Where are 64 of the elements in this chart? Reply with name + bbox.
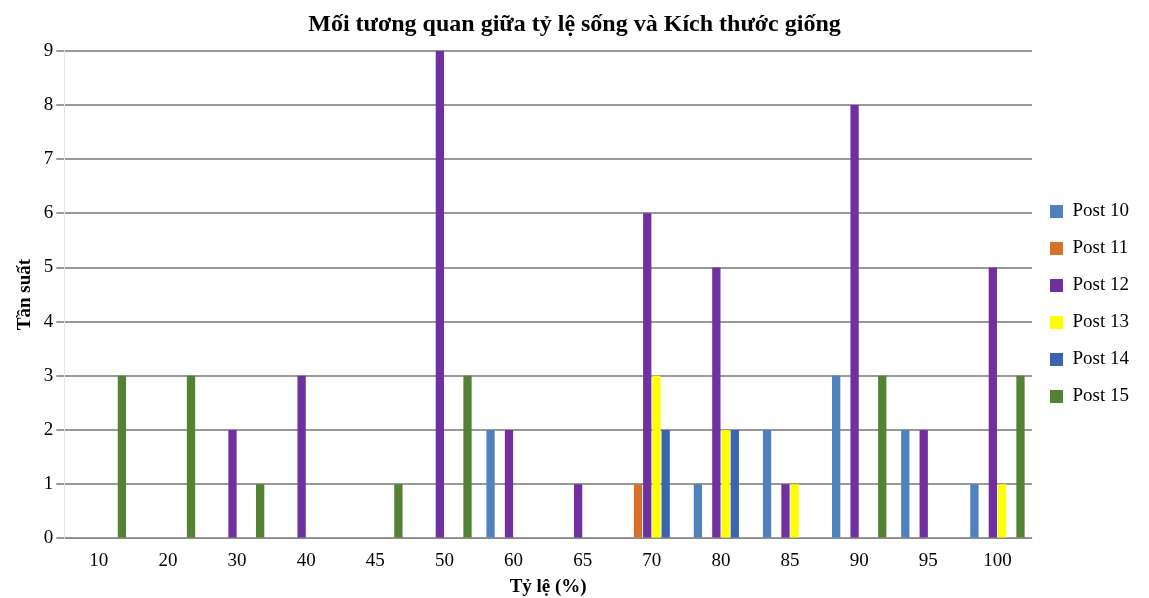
y-tick-label: 6 (43, 201, 54, 223)
bar (1016, 375, 1025, 538)
x-tick-label: 50 (434, 548, 454, 570)
bar (256, 484, 265, 538)
bar (901, 430, 910, 538)
y-tick-label: 9 (43, 38, 54, 60)
x-tick-label: 40 (296, 548, 316, 570)
x-tick-label: 100 (983, 548, 1012, 570)
x-tick-label: 10 (89, 548, 109, 570)
bar (186, 375, 196, 538)
bar (652, 375, 661, 538)
legend-label: Post 13 (1072, 310, 1130, 332)
x-tick-label: 85 (780, 548, 800, 570)
bar (781, 484, 790, 538)
x-tick-label: 90 (849, 548, 869, 570)
x-tick-label: 30 (227, 548, 247, 570)
x-tick-label: 95 (918, 548, 938, 570)
bar (486, 430, 495, 538)
x-tick-label: 70 (642, 548, 662, 570)
x-axis-title: Tỷ lệ (%) (509, 574, 587, 597)
bar (762, 430, 772, 538)
x-tick-label: 60 (504, 548, 524, 570)
x-tick-label: 80 (711, 548, 731, 570)
legend-label: Post 14 (1072, 347, 1130, 369)
bar (988, 267, 997, 538)
bar (693, 484, 703, 538)
chart-title: Mối tương quan giữa tỷ lệ sống và Kích thước giống (308, 9, 841, 36)
bar (504, 430, 514, 538)
y-tick-label: 7 (43, 147, 54, 169)
x-tick-label: 45 (365, 548, 385, 570)
bar (850, 104, 859, 538)
bar (117, 375, 127, 538)
y-tick-label: 5 (43, 255, 54, 277)
bar (832, 375, 841, 538)
bar (573, 484, 583, 538)
y-tick-label: 0 (43, 526, 54, 548)
legend-label: Post 15 (1072, 384, 1130, 406)
bar (712, 267, 721, 538)
bar (633, 484, 643, 538)
bar (919, 430, 928, 538)
bar (228, 430, 237, 538)
y-tick-label: 3 (43, 363, 54, 385)
y-tick-label: 1 (43, 472, 54, 494)
bar (394, 484, 403, 538)
bar (721, 430, 730, 538)
legend-label: Post 10 (1072, 199, 1130, 221)
legend-label: Post 12 (1072, 273, 1130, 295)
bar (790, 484, 799, 538)
x-tick-label: 65 (573, 548, 593, 570)
bar (878, 375, 887, 538)
bar (661, 430, 670, 538)
bar (435, 50, 445, 538)
bar (463, 375, 472, 538)
x-tick-label: 20 (158, 548, 178, 570)
bar (970, 484, 979, 538)
bar (297, 375, 306, 538)
bar (997, 484, 1007, 538)
bar (730, 430, 739, 538)
bar (643, 213, 652, 538)
y-tick-label: 4 (43, 309, 54, 331)
y-axis-title: Tần suất (13, 258, 35, 331)
legend-label: Post 11 (1072, 236, 1129, 258)
y-tick-label: 2 (43, 418, 54, 440)
y-tick-label: 8 (43, 92, 54, 114)
